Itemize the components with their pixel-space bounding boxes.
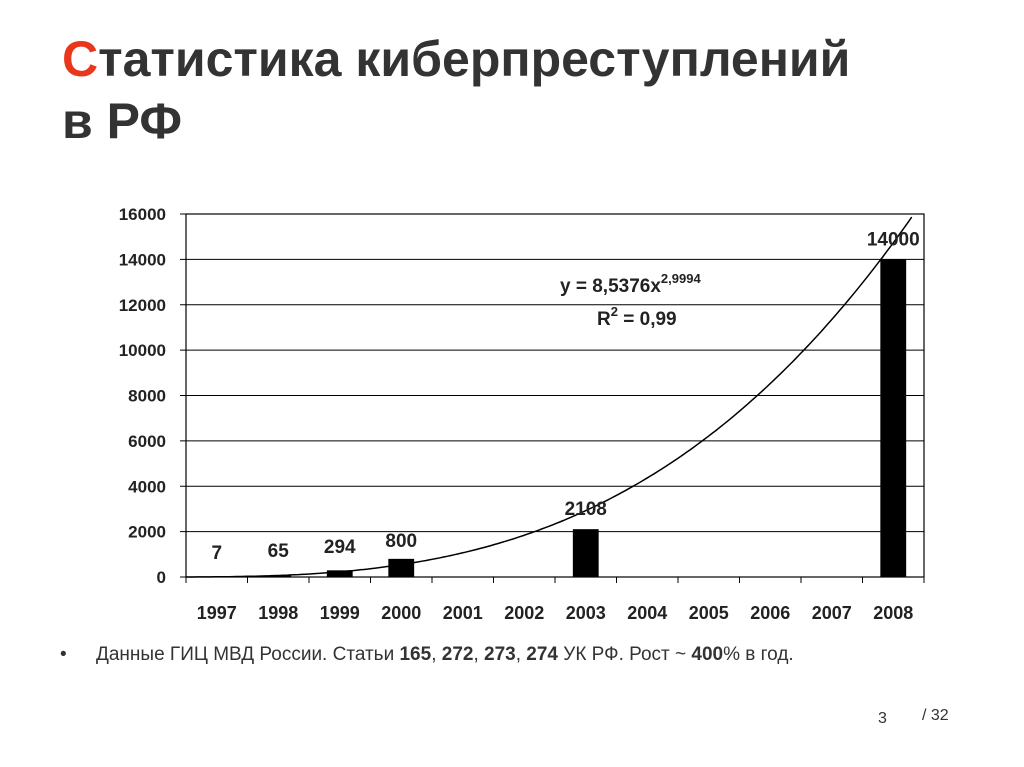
r2-suffix: = 0,99 xyxy=(618,309,677,330)
title-first-letter: С xyxy=(62,31,99,87)
data-label: 65 xyxy=(268,541,290,562)
page-number: 3 xyxy=(878,710,887,727)
bar xyxy=(265,575,292,577)
x-tick-label: 2005 xyxy=(689,603,729,623)
r2-prefix: R xyxy=(597,309,611,330)
bar xyxy=(326,570,353,577)
bullet-text-part: Данные ГИЦ МВД России. Статьи xyxy=(96,644,400,665)
bullet-bold-number: 400 xyxy=(691,644,724,665)
equation-exponent: 2,9994 xyxy=(661,271,702,286)
equation-base: y = 8,5376x xyxy=(560,276,661,297)
x-tick-label: 2008 xyxy=(873,603,913,623)
bullet-text-part: , xyxy=(473,644,485,665)
bar xyxy=(388,558,415,577)
x-tick-label: 2004 xyxy=(627,603,667,623)
slide-title: Статистика киберпреступлений в РФ xyxy=(62,28,850,152)
bullet-text-part: % в год. xyxy=(723,644,794,665)
x-tick-label: 1999 xyxy=(320,603,360,623)
data-label: 14000 xyxy=(867,229,920,250)
x-tick-label: 2007 xyxy=(812,603,852,623)
x-tick-label: 2000 xyxy=(381,603,421,623)
y-tick-label: 6000 xyxy=(128,432,166,451)
title-line1-rest: татистика киберпреступлений xyxy=(98,31,851,87)
bar xyxy=(572,529,599,577)
data-label: 294 xyxy=(324,537,356,558)
y-tick-label: 0 xyxy=(157,568,166,587)
y-tick-label: 8000 xyxy=(128,387,166,406)
bar xyxy=(880,259,907,577)
x-tick-label: 2006 xyxy=(750,603,790,623)
data-label: 7 xyxy=(211,543,222,564)
y-tick-label: 10000 xyxy=(119,341,166,360)
r2-superscript: 2 xyxy=(611,304,618,319)
title-line2: в РФ xyxy=(62,93,182,149)
bullet-bold-number: 274 xyxy=(526,644,558,665)
bullet-text-part: , xyxy=(431,644,442,665)
x-tick-label: 1997 xyxy=(197,603,237,623)
bullet-bold-number: 272 xyxy=(441,644,474,665)
bullet-bold-number: 273 xyxy=(484,644,516,665)
trendline xyxy=(186,216,913,578)
x-tick-label: 2002 xyxy=(504,603,544,623)
y-tick-label: 4000 xyxy=(128,477,166,496)
r-squared-label: R2 = 0,99 xyxy=(597,304,677,330)
bullet-bold-number: 165 xyxy=(399,644,432,665)
bullet-marker: • xyxy=(60,644,67,665)
trendline-equation: y = 8,5376x2,9994 xyxy=(560,271,701,297)
y-tick-label: 2000 xyxy=(128,523,166,542)
bullet-text-part: УК РФ. Рост ~ xyxy=(557,644,692,665)
x-tick-label: 2001 xyxy=(443,603,483,623)
y-tick-label: 16000 xyxy=(119,205,166,224)
y-tick-label: 12000 xyxy=(119,296,166,315)
page-total: / 32 xyxy=(922,707,949,724)
source-note-text: Данные ГИЦ МВД России. Статьи 165, 272, … xyxy=(96,644,794,666)
x-tick-label: 1998 xyxy=(258,603,298,623)
data-label: 800 xyxy=(385,531,417,552)
x-tick-label: 2003 xyxy=(566,603,606,623)
y-tick-label: 14000 xyxy=(119,250,166,269)
data-label: 2108 xyxy=(565,499,607,520)
bullet-text-part: , xyxy=(515,644,527,665)
